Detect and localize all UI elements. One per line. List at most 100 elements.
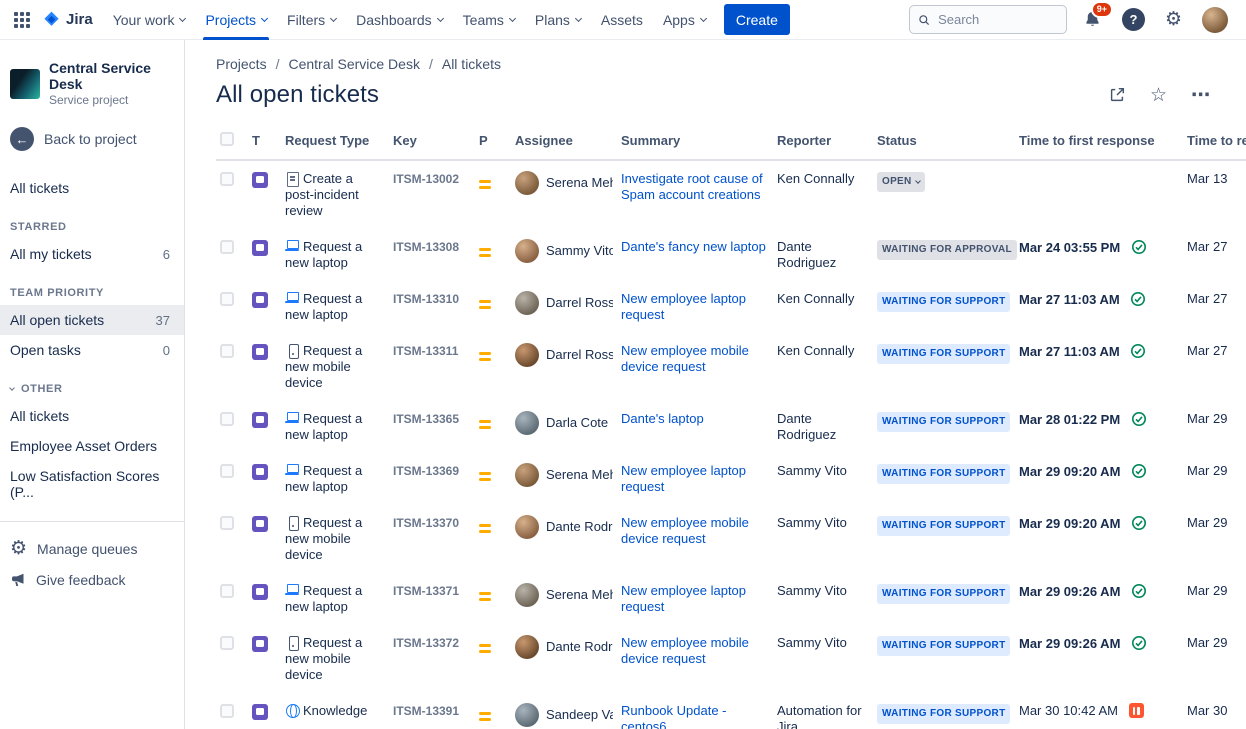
nav-your-work[interactable]: Your work: [103, 0, 196, 40]
notifications-button[interactable]: 9+: [1079, 1, 1113, 33]
col-first-response[interactable]: Time to first response: [1019, 127, 1187, 161]
col-type[interactable]: T: [252, 127, 285, 161]
summary-link[interactable]: New employee laptop request: [621, 463, 747, 494]
issue-key[interactable]: ITSM-13372: [393, 636, 460, 650]
col-reporter[interactable]: Reporter: [777, 127, 877, 161]
col-request-type[interactable]: Request Type: [285, 127, 393, 161]
table-row[interactable]: Request a new laptop ITSM-13365 Darla Co…: [216, 401, 1246, 453]
status-badge[interactable]: OPEN: [877, 172, 925, 192]
sidebar-item-open-tasks[interactable]: Open tasks 0: [10, 342, 170, 358]
select-all-checkbox[interactable]: [220, 132, 234, 146]
table-row[interactable]: Request a new mobile device ITSM-13311 D…: [216, 333, 1246, 401]
issue-key[interactable]: ITSM-13311: [393, 344, 459, 358]
status-badge[interactable]: WAITING FOR SUPPORT: [877, 292, 1011, 312]
jira-logo[interactable]: Jira: [42, 10, 93, 29]
summary-link[interactable]: New employee laptop request: [621, 291, 747, 322]
table-row[interactable]: Request a new mobile device ITSM-13372 D…: [216, 625, 1246, 693]
sidebar-item-all-open-tickets[interactable]: All open tickets 37: [0, 305, 184, 335]
search-box[interactable]: [908, 5, 1067, 34]
nav-assets[interactable]: Assets: [600, 11, 643, 28]
status-badge[interactable]: WAITING FOR SUPPORT: [877, 412, 1011, 432]
status-badge[interactable]: WAITING FOR SUPPORT: [877, 516, 1011, 536]
assignee-avatar: [515, 635, 539, 659]
sidebar-item-low-satisfaction-scores[interactable]: Low Satisfaction Scores (P...: [10, 468, 160, 500]
nav-teams[interactable]: Teams: [453, 0, 525, 40]
table-row[interactable]: Create a post-incident review ITSM-13002…: [216, 160, 1246, 229]
table-row[interactable]: Request a new laptop ITSM-13371 Serena M…: [216, 573, 1246, 625]
summary-link[interactable]: New employee mobile device request: [621, 635, 749, 666]
summary-link[interactable]: Runbook Update - centos6: [621, 703, 727, 729]
row-checkbox[interactable]: [220, 172, 234, 186]
sidebar-item-all-tickets-other[interactable]: All tickets: [10, 408, 70, 424]
table-row[interactable]: Request a new laptop ITSM-13369 Serena M…: [216, 453, 1246, 505]
row-checkbox[interactable]: [220, 584, 234, 598]
app-switcher-button[interactable]: [10, 8, 34, 32]
nav-plans[interactable]: Plans: [525, 0, 591, 40]
col-resolution[interactable]: Time to resolution: [1187, 127, 1246, 161]
row-checkbox[interactable]: [220, 292, 234, 306]
star-button[interactable]: [1148, 84, 1169, 107]
issue-key[interactable]: ITSM-13391: [393, 704, 460, 718]
manage-queues-button[interactable]: Manage queues: [0, 532, 184, 565]
summary-link[interactable]: New employee mobile device request: [621, 515, 749, 546]
breadcrumb-queue[interactable]: All tickets: [441, 56, 501, 72]
row-checkbox[interactable]: [220, 412, 234, 426]
more-button[interactable]: [1189, 84, 1212, 107]
settings-button[interactable]: [1161, 6, 1186, 33]
nav-dashboards[interactable]: Dashboards: [346, 0, 453, 40]
export-button[interactable]: [1106, 84, 1128, 106]
status-badge[interactable]: WAITING FOR SUPPORT: [877, 344, 1011, 364]
issue-key[interactable]: ITSM-13370: [393, 516, 460, 530]
status-badge[interactable]: WAITING FOR SUPPORT: [877, 704, 1011, 724]
request-type-label: Request a new laptop: [285, 463, 363, 494]
issue-key[interactable]: ITSM-13371: [393, 584, 460, 598]
give-feedback-button[interactable]: Give feedback: [0, 565, 184, 595]
issue-key[interactable]: ITSM-13365: [393, 412, 460, 426]
col-status[interactable]: Status: [877, 127, 1019, 161]
status-badge[interactable]: WAITING FOR SUPPORT: [877, 584, 1011, 604]
row-checkbox[interactable]: [220, 344, 234, 358]
row-checkbox[interactable]: [220, 636, 234, 650]
col-key[interactable]: Key: [393, 127, 479, 161]
sidebar-item-employee-asset-orders[interactable]: Employee Asset Orders: [10, 438, 158, 454]
sidebar-group-other[interactable]: OTHER: [0, 365, 184, 401]
row-checkbox[interactable]: [220, 704, 234, 718]
issue-key[interactable]: ITSM-13369: [393, 464, 460, 478]
col-priority[interactable]: P: [479, 127, 515, 161]
col-assignee[interactable]: Assignee: [515, 127, 621, 161]
row-checkbox[interactable]: [220, 516, 234, 530]
status-badge[interactable]: WAITING FOR SUPPORT: [877, 636, 1011, 656]
nav-filters[interactable]: Filters: [277, 0, 346, 40]
create-button[interactable]: Create: [723, 4, 790, 35]
profile-button[interactable]: [1198, 3, 1232, 37]
table-row[interactable]: Request a new mobile device ITSM-13370 D…: [216, 505, 1246, 573]
search-input[interactable]: [936, 11, 1058, 28]
col-summary[interactable]: Summary: [621, 127, 777, 161]
issue-key[interactable]: ITSM-13002: [393, 172, 460, 186]
back-to-project[interactable]: Back to project: [0, 107, 184, 161]
sidebar-item-all-tickets[interactable]: All tickets: [10, 180, 70, 196]
row-checkbox[interactable]: [220, 464, 234, 478]
nav-projects[interactable]: Projects: [195, 0, 277, 40]
summary-link[interactable]: Dante's laptop: [621, 411, 704, 426]
table-row[interactable]: Request a new laptop ITSM-13308 Sammy Vi…: [216, 229, 1246, 281]
breadcrumb-project[interactable]: Central Service Desk: [288, 56, 420, 72]
help-button[interactable]: [1118, 4, 1149, 35]
row-checkbox[interactable]: [220, 240, 234, 254]
table-row[interactable]: Knowledge ITSM-13391 Sandeep Va... Runbo…: [216, 693, 1246, 729]
summary-link[interactable]: New employee laptop request: [621, 583, 747, 614]
status-badge[interactable]: WAITING FOR APPROVAL: [877, 240, 1017, 260]
breadcrumb-projects[interactable]: Projects: [216, 56, 267, 72]
issue-key[interactable]: ITSM-13308: [393, 240, 460, 254]
status-badge[interactable]: WAITING FOR SUPPORT: [877, 464, 1011, 484]
sla-breached-icon: [1128, 703, 1144, 718]
chevron-down-icon: [9, 385, 15, 391]
summary-link[interactable]: Investigate root cause of Spam account c…: [621, 171, 763, 202]
summary-link[interactable]: New employee mobile device request: [621, 343, 749, 374]
reporter-name: Ken Connally: [777, 343, 855, 358]
table-row[interactable]: Request a new laptop ITSM-13310 Darrel R…: [216, 281, 1246, 333]
sidebar-item-all-my-tickets[interactable]: All my tickets 6: [10, 246, 170, 262]
nav-apps[interactable]: Apps: [653, 0, 716, 40]
summary-link[interactable]: Dante's fancy new laptop: [621, 239, 766, 254]
issue-key[interactable]: ITSM-13310: [393, 292, 460, 306]
